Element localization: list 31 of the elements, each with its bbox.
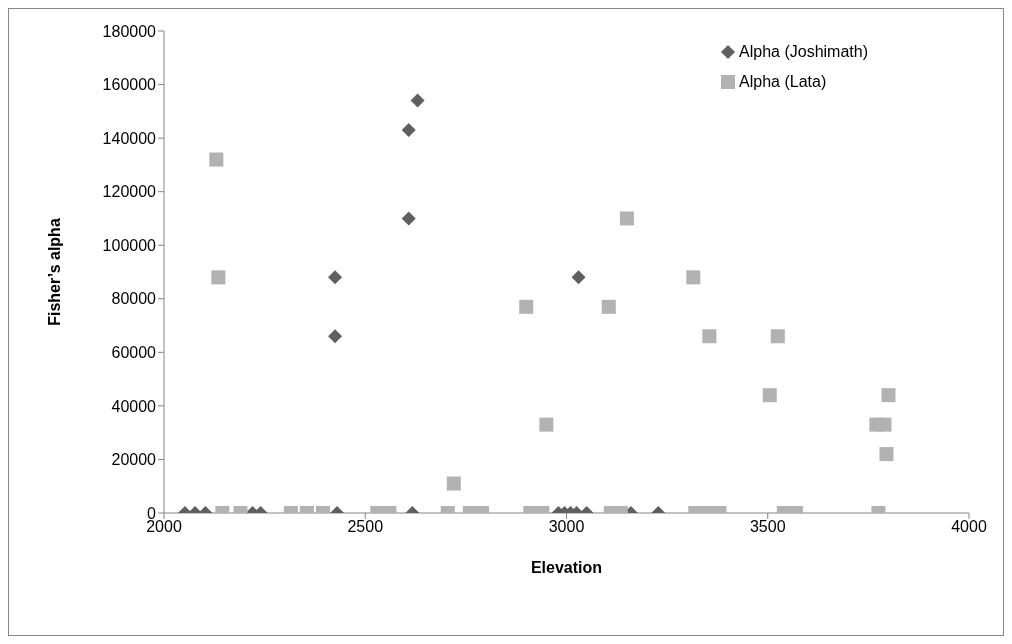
point — [770, 329, 785, 344]
legend-label: Alpha (Joshimath) — [739, 43, 868, 61]
x-tick-label: 4000 — [951, 518, 987, 536]
point — [702, 329, 717, 344]
point — [686, 270, 701, 285]
legend-label: Alpha (Lata) — [739, 73, 827, 91]
x-tick-label: 2000 — [146, 518, 182, 536]
y-axis-title: Fisher’s alpha — [45, 218, 63, 326]
x-tick-label: 2500 — [347, 518, 384, 536]
x-tick-label: 3000 — [548, 518, 585, 536]
y-tick-label: 80000 — [111, 290, 157, 308]
point — [571, 270, 586, 285]
x-tick-label: 3500 — [749, 518, 786, 536]
y-tick-label: 60000 — [111, 344, 157, 362]
point — [328, 329, 343, 344]
y-tick-label: 140000 — [102, 129, 157, 147]
y-tick-label: 100000 — [102, 236, 157, 254]
point — [328, 270, 343, 285]
x-axis-title: Elevation — [530, 559, 603, 576]
point — [401, 123, 416, 138]
y-tick-label: 20000 — [111, 451, 157, 469]
y-tick-label: 160000 — [102, 76, 157, 94]
y-tick-label: 180000 — [102, 22, 157, 40]
y-tick-label: 120000 — [102, 183, 157, 201]
point — [209, 152, 224, 167]
y-tick-label: 40000 — [111, 397, 157, 415]
point — [211, 270, 226, 285]
point — [619, 211, 634, 226]
point — [401, 211, 416, 226]
point — [519, 299, 534, 314]
point — [601, 299, 616, 314]
